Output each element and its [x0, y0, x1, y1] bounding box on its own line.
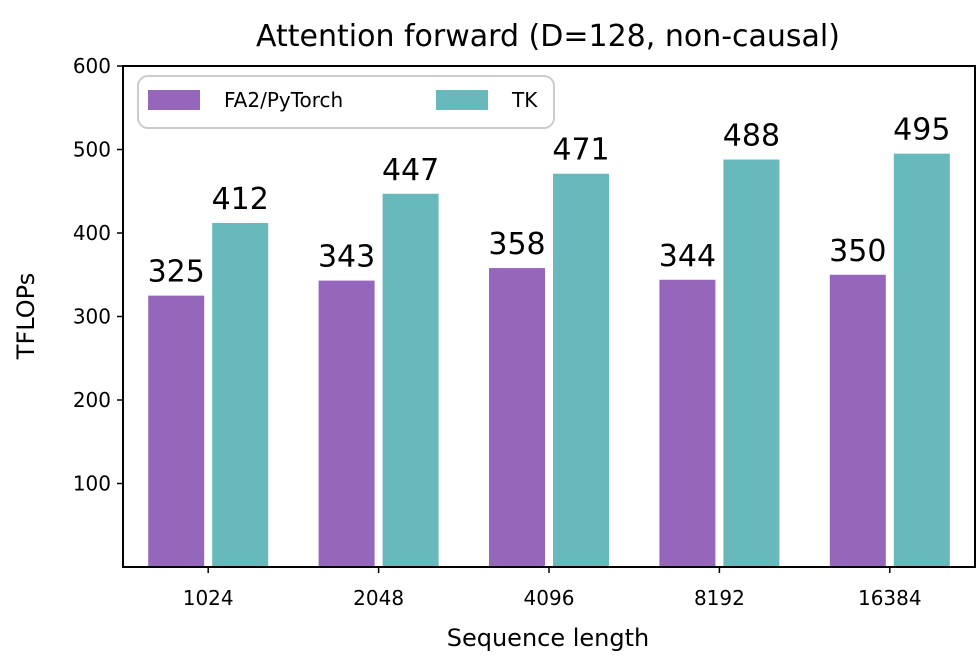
- bar-tk-4096: [553, 173, 609, 567]
- legend-swatch-tk: [436, 90, 488, 110]
- bar-fa2-pytorch-4096: [489, 268, 545, 567]
- legend-frame: [137, 75, 555, 129]
- x-tick-label-1024: 1024: [183, 586, 234, 610]
- bar-fa2-pytorch-2048: [318, 280, 375, 567]
- bar-tk-1024: [212, 222, 269, 568]
- bar-tk-2048: [382, 193, 439, 567]
- y-tick-label-400: 400: [73, 221, 111, 245]
- data-label-fa2-pytorch-4096: 358: [488, 227, 545, 262]
- plot-frame: [122, 65, 976, 568]
- legend-label-tk: TK: [511, 88, 538, 112]
- data-label-fa2-pytorch-2048: 343: [318, 240, 375, 275]
- x-axis-label: Sequence length: [447, 624, 650, 652]
- y-tick-label-300: 300: [73, 305, 111, 329]
- y-tick-label-100: 100: [73, 472, 111, 496]
- data-label-tk-2048: 447: [382, 153, 439, 188]
- y-tick-label-600: 600: [73, 54, 111, 78]
- axes-layer: 1024 2048 4096 8192 16384 100 200 300 400 500 600: [73, 54, 976, 610]
- data-label-fa2-pytorch-1024: 325: [148, 255, 205, 290]
- bars-layer: [148, 153, 950, 568]
- data-label-tk-8192: 488: [723, 119, 780, 154]
- data-label-tk-1024: 412: [212, 182, 269, 217]
- x-tick-label-2048: 2048: [353, 586, 404, 610]
- data-label-fa2-pytorch-16384: 350: [829, 234, 886, 269]
- bar-fa2-pytorch-16384: [829, 274, 886, 567]
- data-label-tk-16384: 495: [893, 113, 950, 148]
- bar-fa2-pytorch-1024: [148, 295, 205, 567]
- y-tick-label-500: 500: [73, 138, 111, 162]
- data-label-tk-4096: 471: [552, 133, 609, 168]
- bar-tk-8192: [723, 159, 780, 567]
- legend: FA2/PyTorch TK: [137, 75, 555, 129]
- x-tick-label-8192: 8192: [694, 586, 745, 610]
- x-tick-label-4096: 4096: [524, 586, 575, 610]
- bar-tk-16384: [893, 153, 950, 568]
- legend-swatch-fa2: [148, 90, 200, 110]
- y-axis-label: TFLOPs: [12, 273, 40, 360]
- legend-label-fa2: FA2/PyTorch: [224, 88, 343, 112]
- y-tick-label-200: 200: [73, 388, 111, 412]
- bar-fa2-pytorch-8192: [659, 279, 716, 567]
- x-tick-label-16384: 16384: [858, 586, 922, 610]
- data-labels-layer: 325 412 343 447 358 471 344 488 350 495: [148, 113, 951, 290]
- data-label-fa2-pytorch-8192: 344: [659, 239, 716, 274]
- chart-title: Attention forward (D=128, non-causal): [256, 19, 840, 54]
